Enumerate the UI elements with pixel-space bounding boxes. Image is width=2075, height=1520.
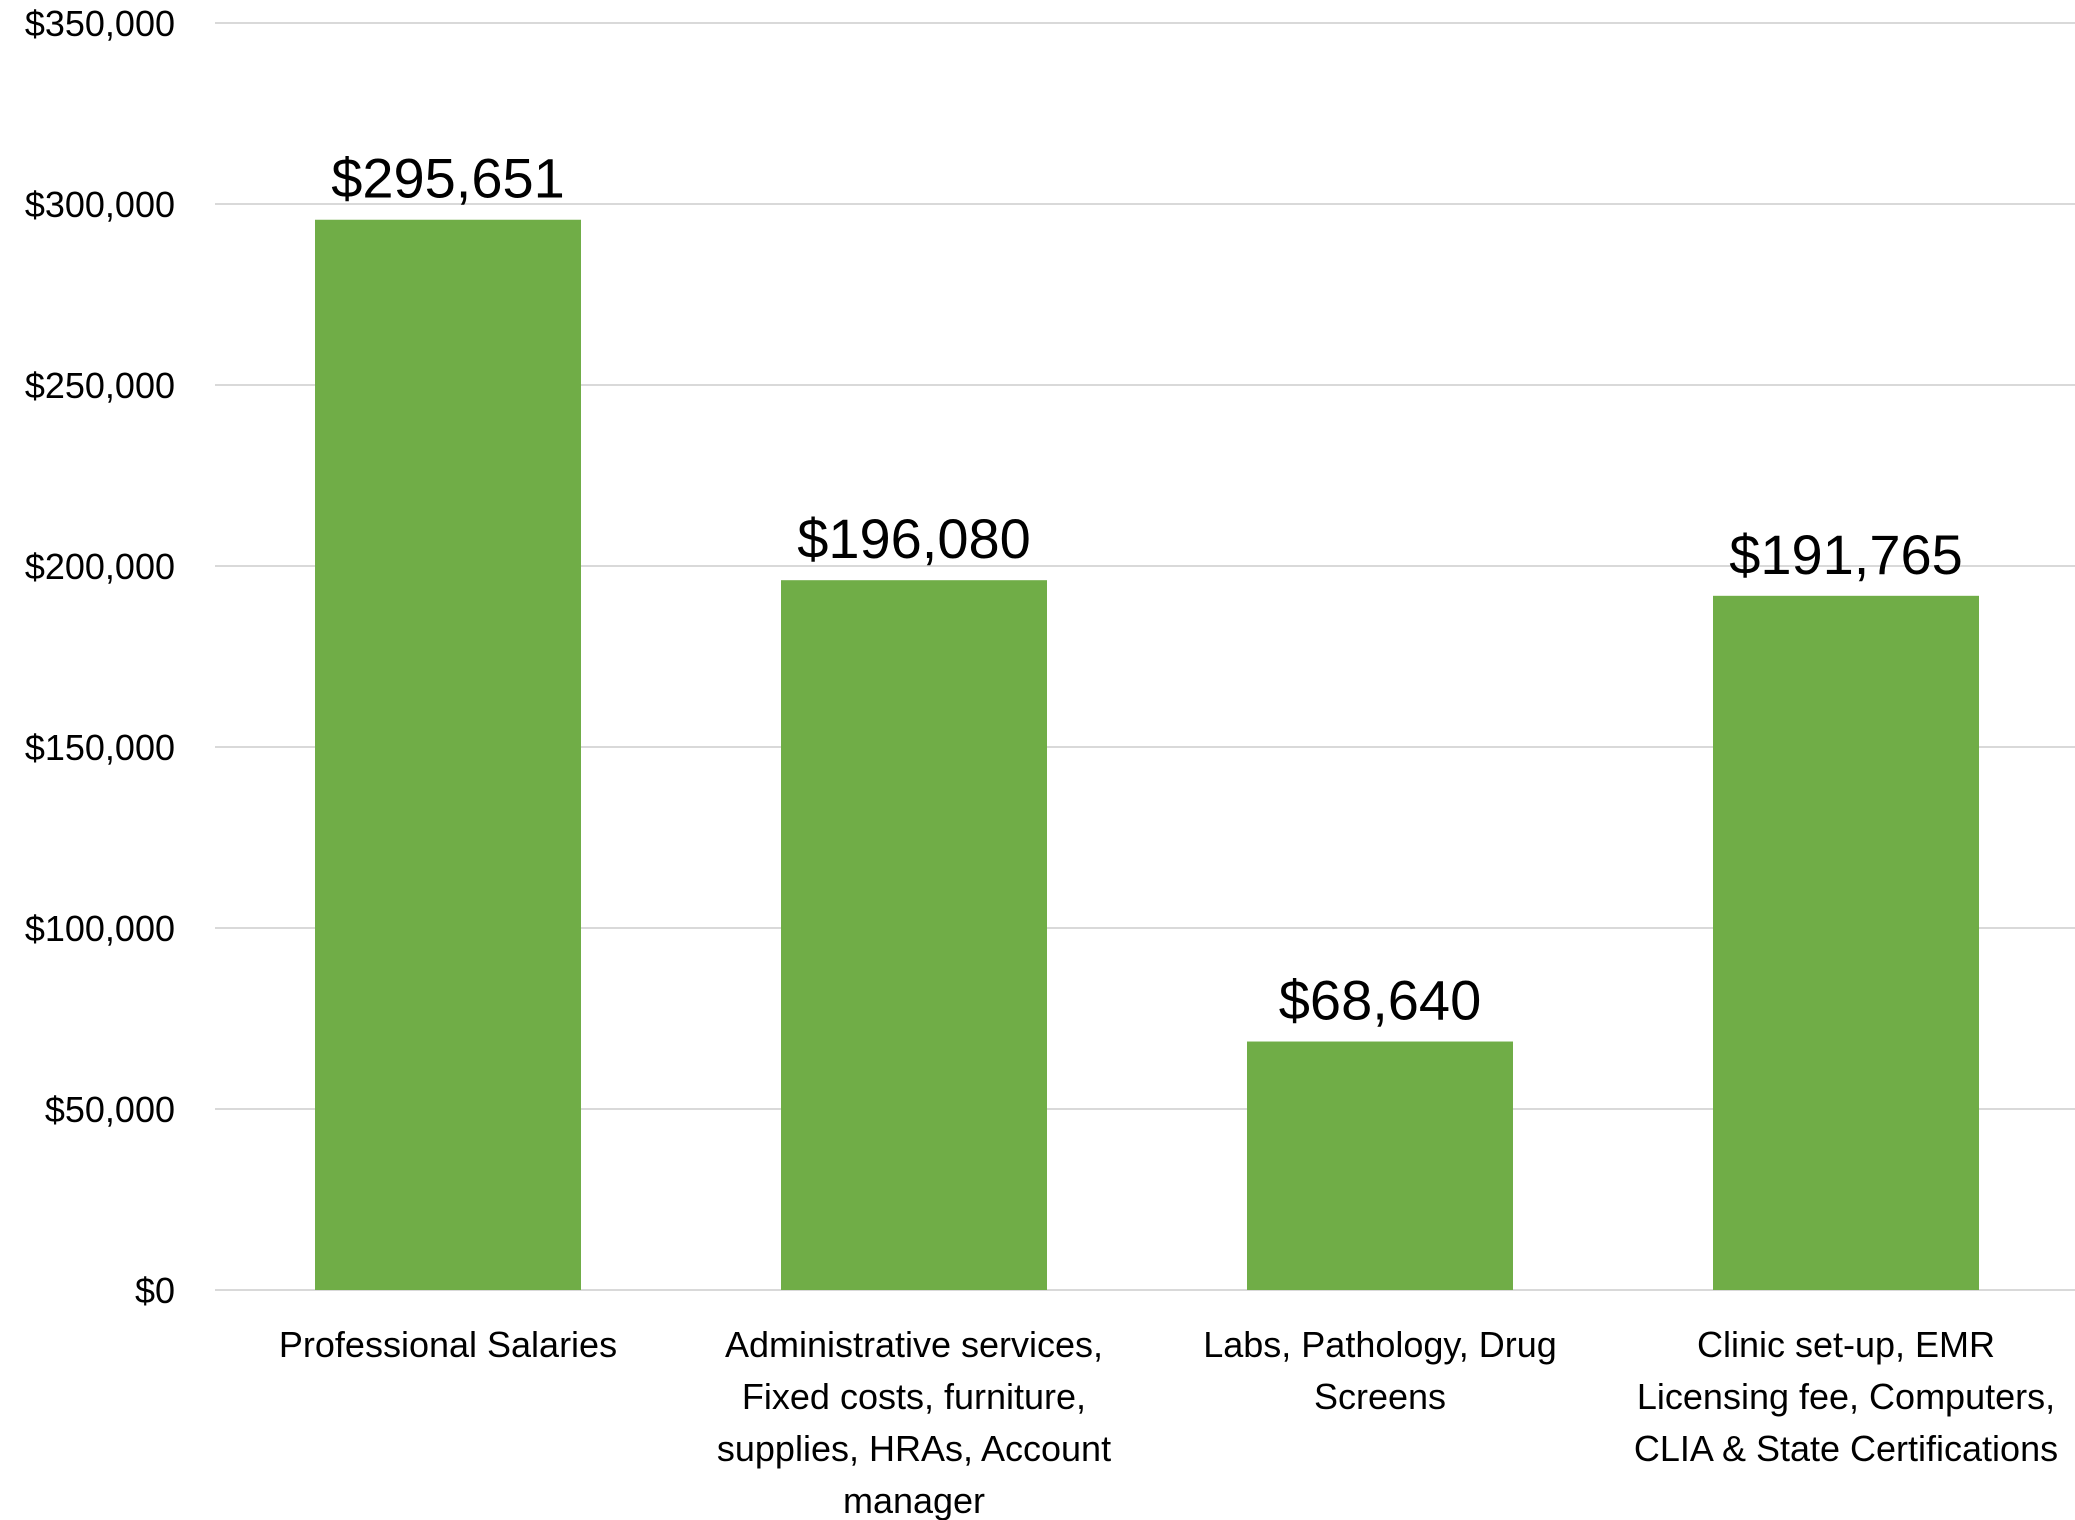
data-label: $68,640 xyxy=(1279,969,1481,1032)
data-label: $295,651 xyxy=(331,147,565,210)
x-tick-label-line: Screens xyxy=(1314,1376,1446,1417)
y-tick-label: $250,000 xyxy=(25,365,175,406)
x-tick-label-line: Fixed costs, furniture, xyxy=(742,1376,1086,1417)
bar xyxy=(1713,595,1979,1290)
y-axis-tick-labels: $0 $50,000 $100,000 $150,000 $200,000 $250,00… xyxy=(25,3,175,1311)
x-tick-label-line: Administrative services, xyxy=(725,1324,1103,1365)
y-tick-label: $200,000 xyxy=(25,546,175,587)
y-tick-label: $150,000 xyxy=(25,727,175,768)
bar xyxy=(781,580,1047,1290)
bar xyxy=(1247,1041,1513,1290)
data-label: $191,765 xyxy=(1729,523,1963,586)
x-tick-label-line: Labs, Pathology, Drug xyxy=(1203,1324,1557,1365)
x-tick-label: Clinic set-up, EMR Licensing fee, Compute… xyxy=(1634,1324,2058,1469)
x-tick-label-line: Licensing fee, Computers, xyxy=(1637,1376,2055,1417)
x-tick-label: Professional Salaries xyxy=(279,1324,617,1365)
y-tick-label: $350,000 xyxy=(25,3,175,44)
bars xyxy=(315,219,1979,1290)
x-tick-label: Administrative services, Fixed costs, fur… xyxy=(717,1324,1111,1520)
data-labels: $295,651 $196,080 $68,640 $191,765 xyxy=(331,147,1963,1032)
y-tick-label: $50,000 xyxy=(45,1089,175,1130)
x-axis-tick-labels: Professional Salaries Administrative serv… xyxy=(279,1324,2058,1520)
x-tick-label-line: Clinic set-up, EMR xyxy=(1697,1324,1995,1365)
x-tick-label-line: supplies, HRAs, Account xyxy=(717,1428,1111,1469)
x-tick-label-line: manager xyxy=(843,1480,985,1520)
data-label: $196,080 xyxy=(797,507,1031,570)
y-tick-label: $300,000 xyxy=(25,184,175,225)
y-tick-label: $100,000 xyxy=(25,908,175,949)
bar xyxy=(315,219,581,1290)
x-tick-label-line: CLIA & State Certifications xyxy=(1634,1428,2058,1469)
x-tick-label: Labs, Pathology, Drug Screens xyxy=(1203,1324,1557,1417)
x-tick-label-line: Professional Salaries xyxy=(279,1324,617,1365)
y-tick-label: $0 xyxy=(135,1270,175,1311)
